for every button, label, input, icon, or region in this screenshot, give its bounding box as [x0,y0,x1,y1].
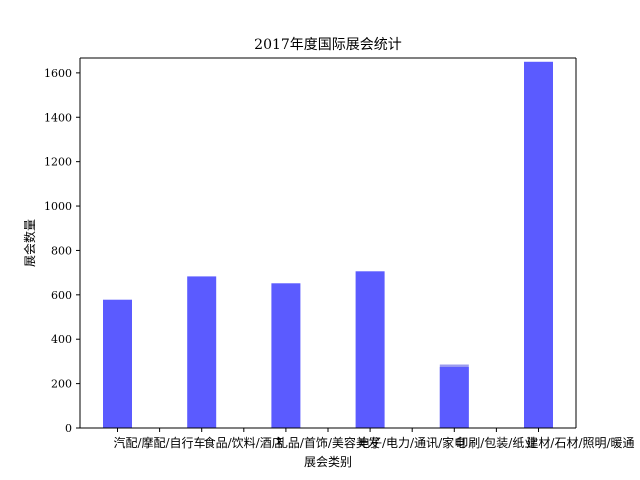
x-tick-label: 汽配/摩配/自行车 [113,435,205,450]
y-tick-label: 1000 [44,200,72,213]
x-axis-label: 展会类别 [304,455,352,469]
chart-title: 2017年度国际展会统计 [254,37,402,53]
x-tick-label: 电子/电力/通讯/家电 [358,435,466,450]
bar-building-materials [524,61,553,428]
bar-gifts-jewelry [271,283,301,428]
x-tick-label: 印刷/包装/纸业 [456,436,536,450]
y-tick-label: 400 [51,333,72,346]
y-tick-label: 0 [65,422,72,435]
ticks-layer: 汽配/摩配/自行车食品/饮料/酒店礼品/首饰/美容美发电子/电力/通讯/家电印刷… [44,67,635,450]
x-tick-label: 食品/饮料/酒店 [204,435,284,450]
bar-printing-packaging [439,366,469,428]
plot-frame [79,57,577,429]
bar-food-beverage [187,276,217,428]
y-tick-label: 1400 [44,111,72,124]
y-tick-label: 800 [51,244,72,257]
y-tick-label: 200 [51,378,72,391]
y-axis-label: 展会数量 [22,219,37,267]
bars-layer [103,61,553,428]
y-tick-label: 1200 [44,156,72,169]
x-tick-label: 建材/石材/照明/暖通 [526,436,634,450]
x-tick-label: 礼品/首饰/美容美发 [276,435,380,450]
y-tick-label: 1600 [44,67,72,80]
y-tick-label: 600 [51,289,72,302]
bar-electronics [355,271,385,428]
bar-auto-parts [103,299,132,428]
